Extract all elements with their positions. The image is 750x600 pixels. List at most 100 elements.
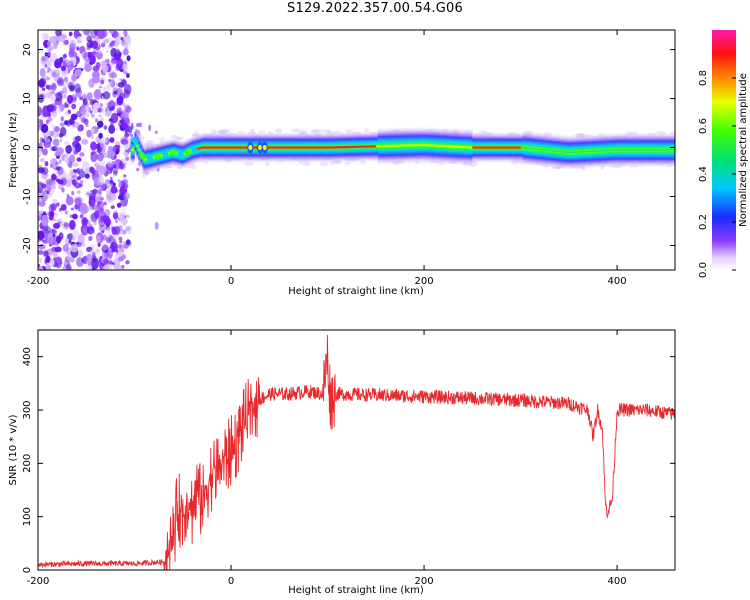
spectral-peak-segment: [253, 146, 256, 149]
spectral-haze: [170, 134, 178, 139]
spectral-peak-segment: [293, 146, 296, 149]
spectral-noise-blob: [119, 92, 126, 100]
spectral-peak-segment: [429, 144, 433, 147]
spectral-noise-blob: [71, 146, 76, 152]
spectral-noise-blob: [123, 174, 127, 178]
spectral-peak-segment: [404, 144, 407, 147]
spectral-noise-blob: [69, 84, 75, 92]
spectral-noise-blob: [65, 179, 72, 188]
spectral-noise-blob: [95, 249, 101, 254]
spectral-peak-segment: [313, 146, 316, 149]
spectral-noise-blob: [95, 232, 104, 244]
spectral-noise-blob: [103, 170, 109, 177]
spectral-noise-blob: [64, 210, 68, 215]
spectral-peak-segment: [297, 146, 300, 149]
spectral-noise-blob: [105, 50, 109, 53]
spectral-noise-blob: [92, 188, 98, 194]
spectral-noise-blob: [46, 41, 52, 46]
spectral-noise-blob: [105, 37, 112, 44]
spectral-peak-segment: [478, 146, 481, 149]
spectral-peak-segment: [655, 149, 658, 151]
spectral-noise-blob: [73, 168, 78, 173]
spectral-peak-segment: [620, 149, 624, 151]
spectral-noise-blob: [38, 244, 46, 250]
y-tick-label: 0: [22, 144, 33, 150]
spectral-noise-blob: [83, 118, 89, 126]
x-tick-label: 0: [228, 276, 234, 287]
spectral-noise-blob: [97, 107, 102, 113]
x-tick-label: 0: [228, 576, 234, 587]
spectral-peak-segment: [322, 146, 325, 149]
spectral-peak-segment: [516, 146, 519, 149]
spectral-speck: [148, 124, 152, 132]
spectral-speck: [130, 125, 134, 130]
spectral-peak-segment: [626, 149, 629, 151]
spectral-peak-segment: [301, 146, 304, 149]
spectral-noise-blob: [73, 41, 78, 46]
spectral-peak-segment: [381, 145, 384, 147]
spectral-noise-blob: [123, 41, 128, 48]
spectral-peak-segment: [276, 146, 279, 149]
spectral-peak-segment: [510, 146, 514, 149]
spectral-noise-blob: [68, 31, 73, 37]
spectral-noise-blob: [38, 250, 44, 255]
snr-frame: [37, 329, 676, 571]
spectral-noise-blob: [89, 110, 93, 114]
spectral-noise-blob: [90, 30, 98, 39]
spectral-peak-segment: [216, 146, 219, 149]
spectral-noise-blob: [63, 102, 69, 108]
spectral-noise-blob: [96, 120, 104, 128]
spectral-noise-blob: [118, 182, 122, 188]
spectral-peak-segment: [669, 149, 672, 151]
spectral-peak-segment: [400, 144, 404, 147]
spectral-noise-blob: [59, 138, 63, 143]
spectral-peak-segment: [342, 146, 345, 149]
spectral-peak-segment: [353, 145, 356, 148]
spectral-peak-segment: [210, 146, 213, 149]
spectral-noise-blob: [122, 159, 126, 164]
spectral-peak-segment: [233, 146, 237, 149]
y-tick-label: 200: [22, 454, 33, 473]
spectral-peak-segment: [605, 149, 608, 152]
spectral-noise-blob: [97, 201, 101, 206]
spectral-peak-segment: [561, 151, 564, 153]
spectral-noise-blob: [49, 158, 54, 164]
spectral-noise-blob: [78, 170, 86, 179]
spectral-peak-segment: [630, 149, 633, 151]
spectral-noise-blob: [114, 101, 120, 107]
spectral-peak-segment: [487, 146, 490, 149]
spectral-noise-blob: [38, 230, 45, 240]
spectral-noise-blob: [74, 203, 79, 210]
spectral-peak-segment: [295, 146, 298, 149]
spectral-peak-segment: [318, 146, 322, 149]
spectral-peak-segment: [491, 146, 494, 149]
spectral-peak-segment: [466, 146, 469, 149]
colorbar-label: Normalized spectral amplitude: [738, 73, 749, 227]
spectral-noise-blob: [122, 102, 126, 107]
spectral-peak-blob: [146, 155, 153, 162]
spectral-noise-blob: [79, 214, 84, 219]
spectral-noise-blob: [70, 175, 79, 185]
spectral-peak-segment: [590, 150, 593, 153]
spectral-noise-blob: [97, 242, 101, 247]
spectral-noise-blob: [44, 142, 49, 148]
spectral-noise-blob: [64, 76, 69, 83]
spectral-peak-segment: [524, 147, 527, 149]
spectral-peak-segment: [441, 145, 444, 147]
spectral-noise-blob: [87, 41, 90, 45]
x-tick-label: 200: [415, 276, 434, 287]
spectral-noise-blob: [82, 242, 86, 248]
spectral-noise-blob: [84, 173, 90, 179]
spectral-noise-blob: [110, 176, 113, 181]
spectral-peak-segment: [367, 145, 370, 148]
spectral-peak-segment: [485, 146, 489, 149]
spectral-noise-blob: [38, 198, 43, 203]
snr-series-line: [38, 334, 675, 570]
spectral-noise-blob: [40, 56, 47, 65]
spectral-peak-segment: [574, 151, 577, 153]
spectral-noise-blob: [86, 253, 93, 261]
spectral-noise-blob: [114, 254, 119, 260]
spectral-peak-segment: [309, 146, 312, 149]
spectral-peak-segment: [559, 150, 562, 153]
spectral-noise-blob: [68, 49, 75, 58]
